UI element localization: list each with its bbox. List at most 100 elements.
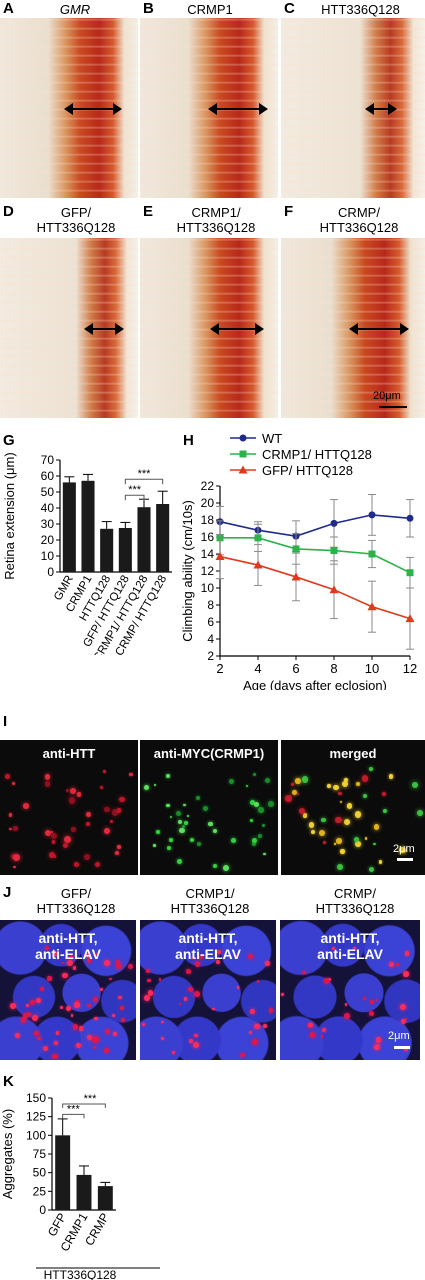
puncta [355,841,361,847]
caption-line-2: HTT336Q128 [176,220,256,235]
puncta [363,794,368,799]
puncta [76,1000,80,1003]
fluo-image-gfp-htt: anti-HTT, anti-ELAV [0,920,136,1060]
puncta [258,807,264,813]
puncta [196,841,202,847]
puncta [347,803,353,809]
extension-arrow [64,103,122,115]
puncta [95,953,98,956]
puncta [327,977,332,982]
puncta [51,840,56,844]
y-tick-label: 22 [201,479,215,493]
puncta [103,770,106,773]
puncta [213,828,218,834]
panel-f-caption: CRMP/ HTT336Q128 [294,205,424,235]
puncta [87,1003,91,1008]
y-tick-label: 20 [41,533,55,547]
puncta [50,831,53,834]
puncta [252,1039,258,1045]
puncta [92,1036,99,1043]
caption-line-1: CRMP/ [338,205,380,220]
panel-letter-f: F [284,203,294,220]
puncta [78,1026,84,1031]
puncta [44,829,51,836]
puncta [368,1011,374,1017]
puncta [47,976,52,981]
puncta [55,1030,60,1035]
y-tick-label: 125 [26,1110,46,1124]
panel-b-caption: CRMP1 [187,2,233,17]
puncta [9,1003,16,1010]
puncta [411,781,419,789]
fluo-image-anti-htt: anti-HTT [0,740,138,875]
puncta [228,779,234,785]
puncta [36,997,42,1004]
bar-1 [81,480,95,572]
puncta [324,978,330,984]
puncta [50,832,58,840]
puncta [63,835,71,843]
data-point [292,545,300,553]
puncta [116,963,122,969]
data-point [405,614,415,623]
puncta [115,851,120,856]
puncta [195,796,200,801]
puncta [334,843,337,846]
puncta [368,766,374,771]
puncta [189,838,195,843]
puncta [327,784,331,788]
y-tick-label: 14 [201,547,215,561]
puncta [248,953,254,959]
puncta [188,1038,193,1044]
puncta [378,860,383,864]
puncta [56,957,59,960]
puncta [268,1008,274,1013]
retina-image-gfp-htt [0,238,138,418]
panel-letter-h: H [183,432,194,449]
y-tick-label: 60 [41,469,55,483]
puncta [308,1023,313,1028]
y-tick-label: 0 [39,1203,46,1217]
puncta [373,824,380,830]
puncta [166,845,172,851]
puncta [77,792,82,797]
puncta [374,1044,381,1050]
puncta [8,813,13,818]
extension-arrow [349,323,409,335]
puncta [23,802,30,809]
puncta [353,836,360,843]
puncta [129,772,134,777]
panel-d-caption: GFP/ HTT336Q128 [14,205,138,235]
puncta [364,837,368,840]
puncta [4,773,10,779]
puncta [147,990,154,996]
panel-letter-k: K [3,1073,14,1090]
significance-bracket [124,494,145,501]
puncta [177,859,182,865]
puncta [257,833,262,838]
panel-letter-a: A [3,0,14,17]
series-line-2 [219,555,411,620]
puncta [105,1029,111,1035]
scale-label: 20μm [373,390,401,402]
scale-bar [394,1046,410,1049]
puncta [301,776,308,783]
y-tick-label: 50 [33,1166,47,1180]
puncta [62,842,68,848]
significance-label: *** [138,468,152,480]
puncta [280,993,285,997]
puncta [404,951,410,956]
puncta [44,946,49,950]
puncta [104,828,111,835]
puncta [153,783,156,786]
puncta [70,1014,74,1017]
puncta [141,1022,145,1026]
puncta [53,951,59,957]
puncta [161,1020,164,1023]
puncta [74,861,80,867]
panel-letter-e: E [143,203,154,220]
puncta [245,784,249,788]
puncta [401,847,407,853]
puncta [85,953,91,958]
puncta [183,803,187,807]
